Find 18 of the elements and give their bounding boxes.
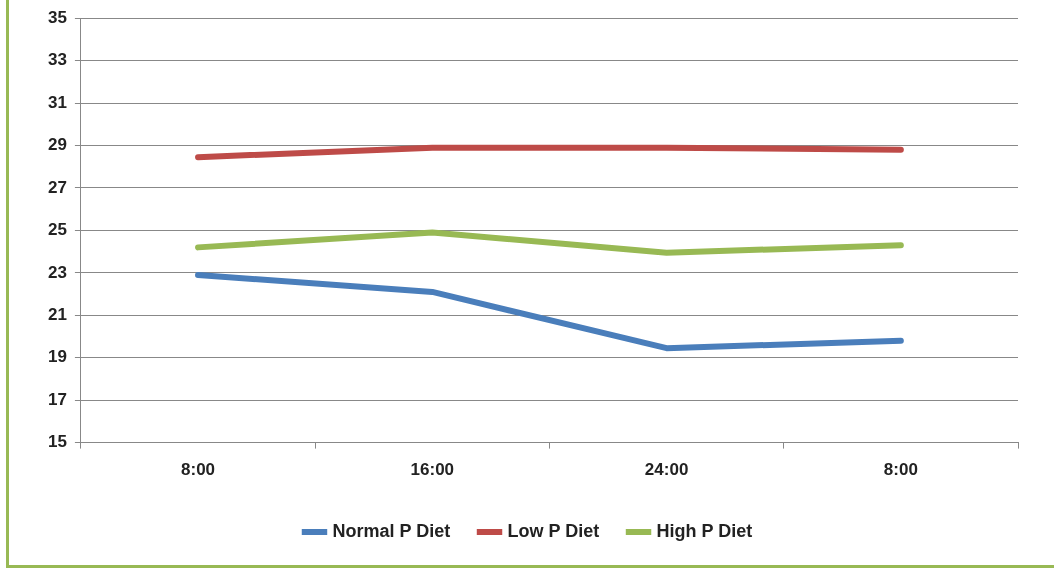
y-tick-label: 17 xyxy=(47,389,67,409)
y-tick-label: 23 xyxy=(47,262,67,282)
y-tick-label: 29 xyxy=(47,135,67,155)
y-tick-label: 35 xyxy=(47,7,67,27)
y-tick-label: 33 xyxy=(47,50,67,70)
x-tick-label: 16:00 xyxy=(410,460,455,480)
legend-label: Normal P Diet xyxy=(332,520,451,541)
y-tick-label: 21 xyxy=(47,304,67,324)
x-tick-label: 8:00 xyxy=(883,460,918,480)
legend-label: Low P Diet xyxy=(507,520,600,541)
legend-label: High P Diet xyxy=(656,520,753,541)
y-tick-label: 25 xyxy=(47,220,67,240)
x-tick-label: 24:00 xyxy=(644,460,689,480)
y-tick-label: 19 xyxy=(47,347,67,367)
y-tick-label: 27 xyxy=(47,177,67,197)
y-tick-label: 15 xyxy=(47,432,67,452)
y-tick-label: 31 xyxy=(47,92,67,112)
x-tick-label: 8:00 xyxy=(181,460,216,480)
